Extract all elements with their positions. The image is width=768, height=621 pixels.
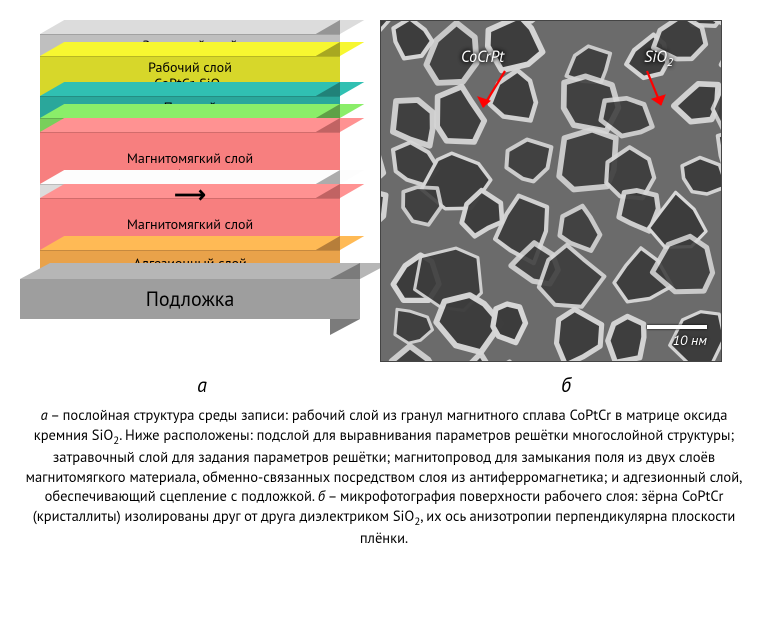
substrate: Подложка (20, 279, 360, 319)
sublabel-row: а б (0, 366, 768, 400)
panel-a: Защитный слойРабочий слойCoPtCr-SiO2Подс… (20, 20, 360, 319)
magnetization-arrow-6: ⟶ (174, 183, 206, 207)
layer-stack: Защитный слойРабочий слойCoPtCr-SiO2Подс… (40, 34, 340, 276)
layer-label-6: Магнитомягкий слой (127, 217, 253, 232)
scalebar-text: 10 нм (647, 331, 707, 349)
arrow-cocrpt (475, 67, 515, 117)
arrow-sio2 (637, 67, 677, 117)
scalebar: 10 нм (647, 325, 707, 349)
caption: а – послойная структура среды записи: ра… (0, 400, 768, 569)
panel-b: CoCrPt SiO2 10 нм (380, 20, 748, 362)
figure-row: Защитный слойРабочий слойCoPtCr-SiO2Подс… (0, 0, 768, 366)
substrate-label: Подложка (20, 279, 360, 319)
micrograph: CoCrPt SiO2 10 нм (380, 20, 722, 362)
sublabel-a: а (20, 372, 384, 398)
label-cocrpt: CoCrPt (461, 47, 504, 67)
caption-b-prefix: б (318, 487, 325, 506)
sublabel-b: б (384, 372, 748, 398)
caption-a-prefix: а (41, 406, 48, 425)
